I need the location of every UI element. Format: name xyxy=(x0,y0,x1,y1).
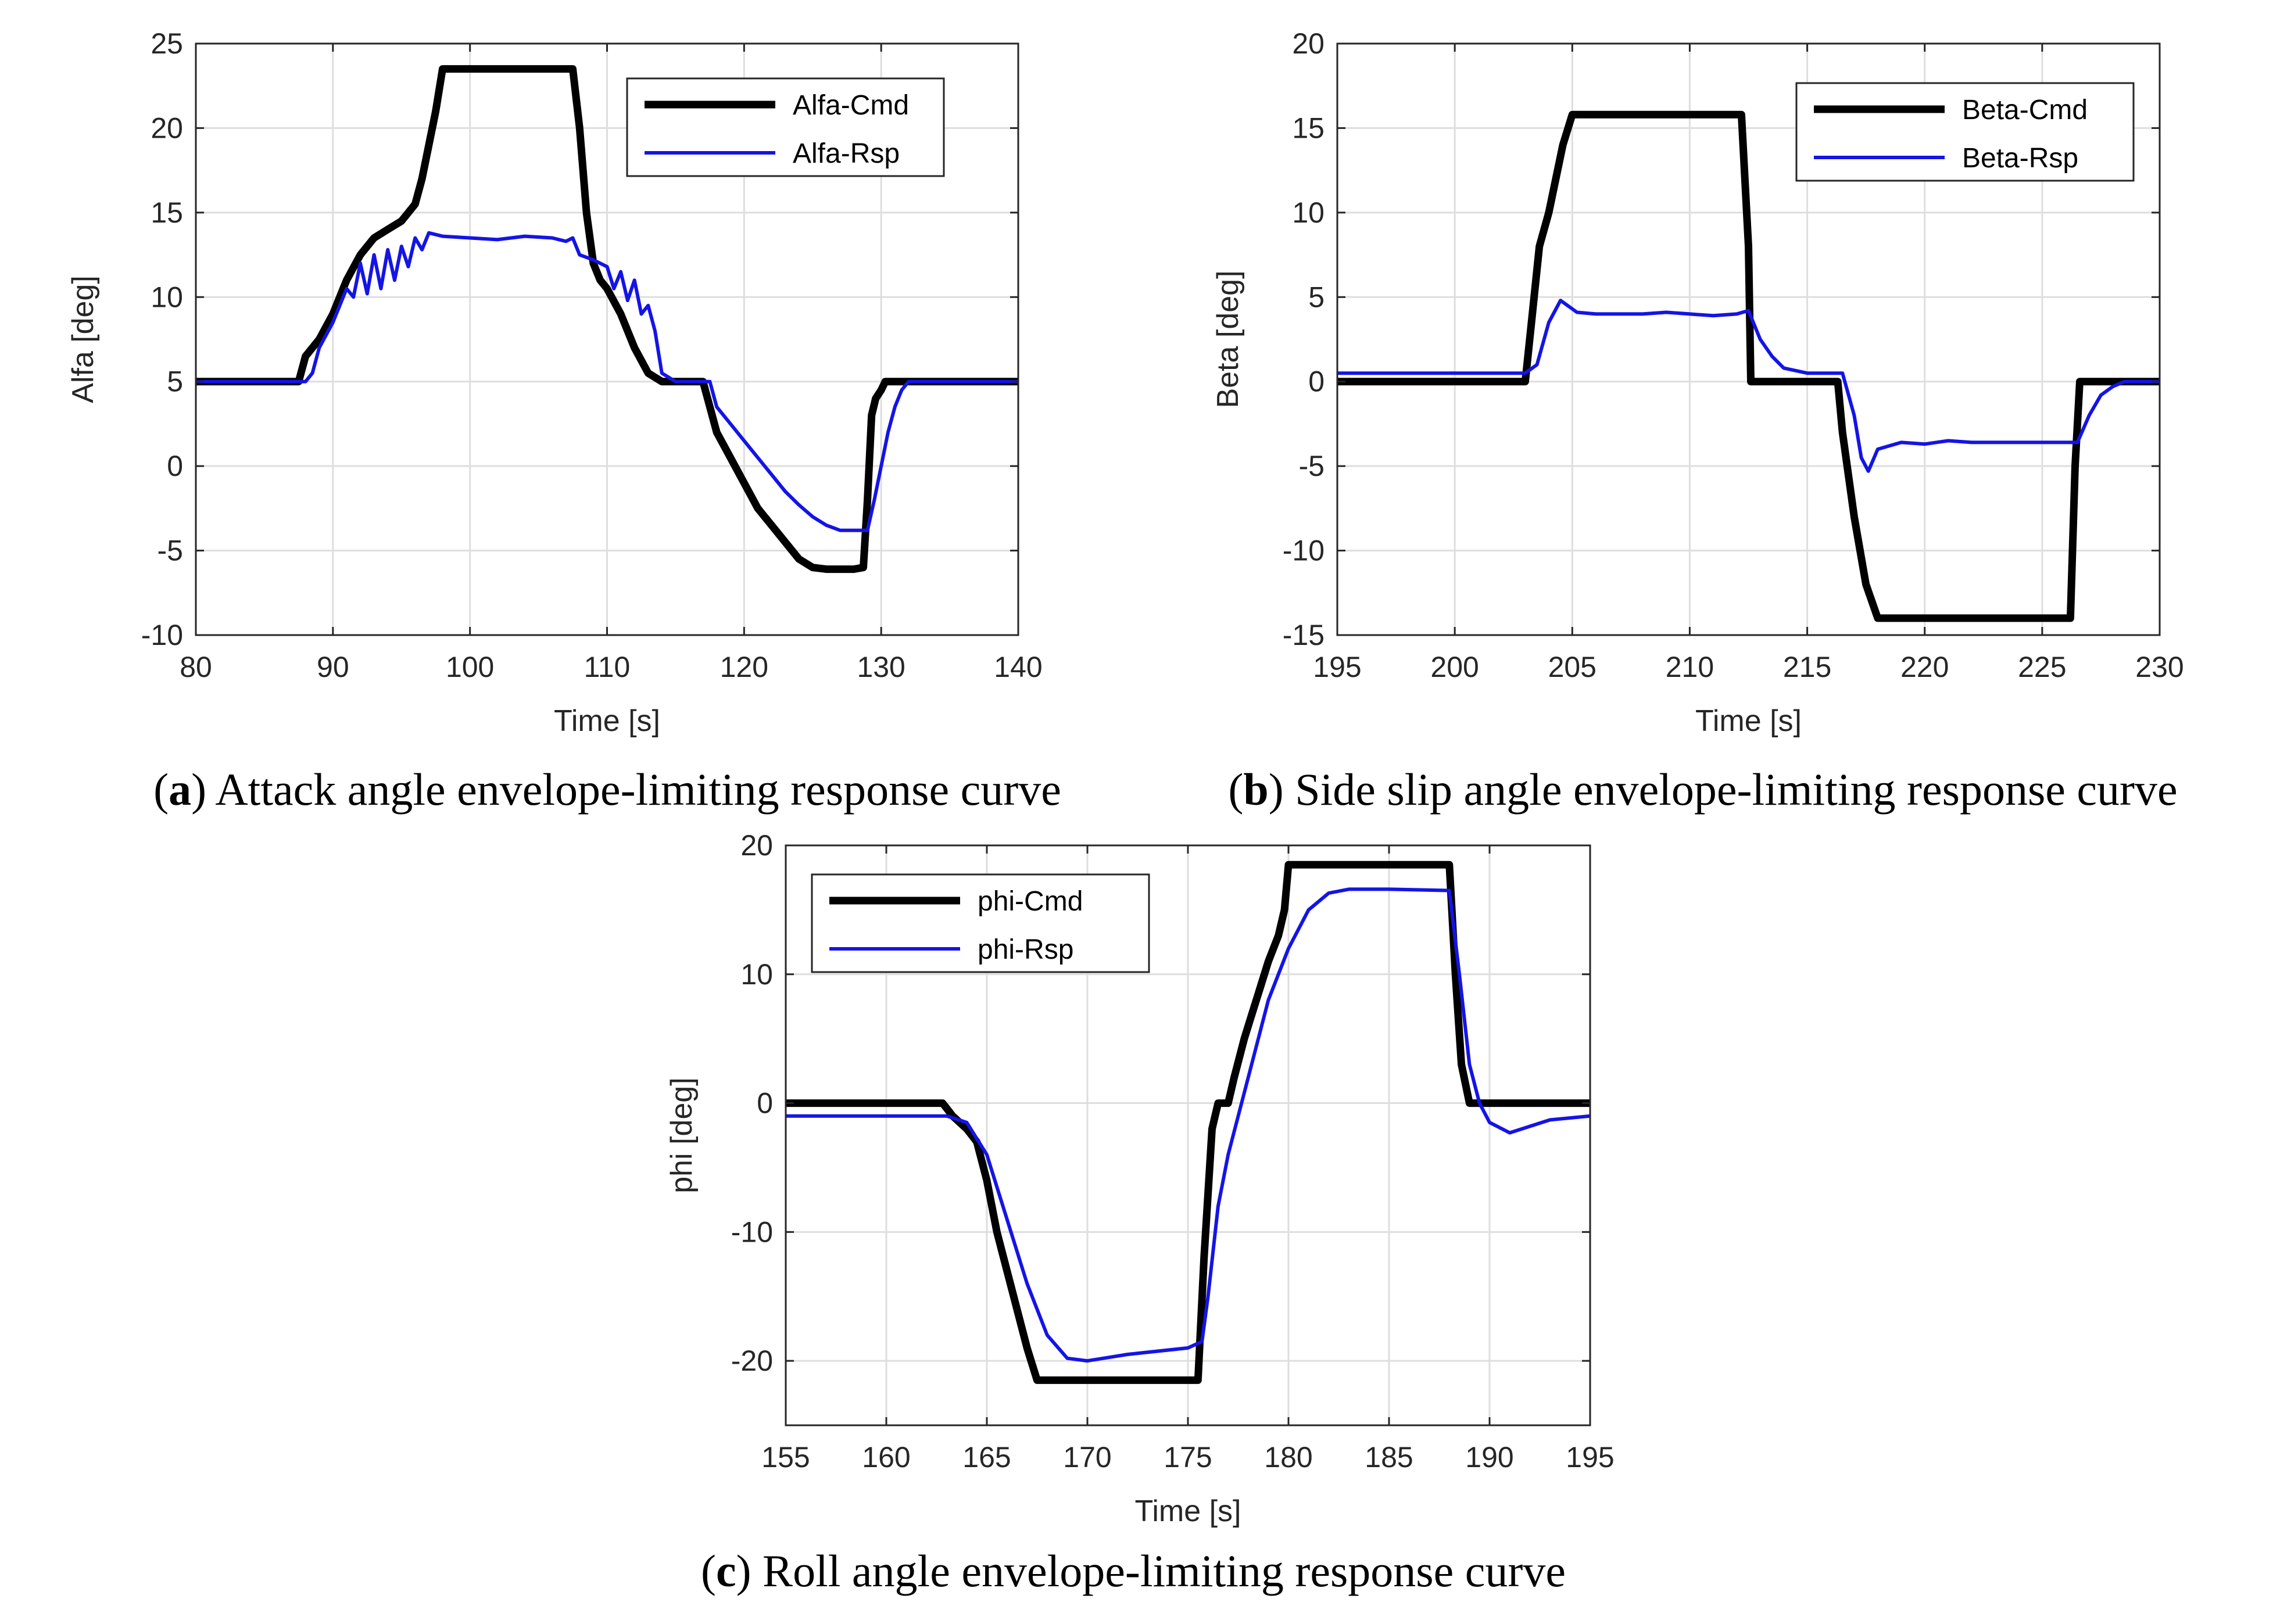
x-tick-label: 80 xyxy=(180,651,212,683)
x-tick-label: 155 xyxy=(761,1441,810,1474)
series-line-alfa-rsp xyxy=(196,231,1018,532)
caption: (b) Side slip angle envelope-limiting re… xyxy=(1228,764,2177,815)
caption-label: c xyxy=(716,1546,736,1596)
y-tick-label: 20 xyxy=(740,829,773,862)
caption: (c) Roll angle envelope-limiting respons… xyxy=(701,1546,1566,1596)
legend-label: Beta-Rsp xyxy=(1962,143,2078,174)
caption-open-paren: ( xyxy=(701,1546,716,1596)
x-tick-label: 205 xyxy=(1548,651,1597,683)
x-tick-label: 190 xyxy=(1465,1441,1513,1474)
chart-b: 195 200 205 210 215 220 225 230 -15 -10 -5 0 5 10 15 20… xyxy=(1211,27,2184,815)
y-tick-label: 15 xyxy=(1292,112,1325,144)
x-tick-label: 230 xyxy=(2135,651,2183,683)
x-tick-label: 200 xyxy=(1430,651,1479,683)
x-tick-label: 185 xyxy=(1365,1441,1413,1474)
caption-open-paren: ( xyxy=(153,764,169,815)
caption: (a) Attack angle envelope-limiting respo… xyxy=(153,764,1061,815)
x-axis-label: Time [s] xyxy=(554,704,660,738)
caption-open-paren: ( xyxy=(1228,764,1243,815)
legend-box xyxy=(626,77,945,177)
y-tick-label: -20 xyxy=(731,1345,773,1377)
y-tick-label: -10 xyxy=(141,619,183,651)
legend-label: phi-Cmd xyxy=(978,886,1083,917)
x-tick-label: 220 xyxy=(1900,651,1949,683)
x-tick-label: 180 xyxy=(1264,1441,1312,1474)
legend-label: Beta-Cmd xyxy=(1962,95,2088,126)
y-axis-label: Beta [deg] xyxy=(1211,270,1245,408)
caption-label: a xyxy=(169,764,191,815)
legend-label: Alfa-Cmd xyxy=(793,90,909,121)
caption-text: ) Attack angle envelope-limiting respons… xyxy=(191,764,1061,815)
x-tick-label: 110 xyxy=(584,651,631,683)
legend-box xyxy=(1795,82,2135,182)
y-tick-label: 5 xyxy=(1308,281,1325,313)
chart-c: 155 160 165 170 175 180 185 190 195 -20 -10 0 10 20 Ti… xyxy=(665,829,1615,1596)
y-tick-label: 5 xyxy=(167,365,183,398)
series-line-phi-rsp xyxy=(786,887,1590,1363)
y-tick-label: 20 xyxy=(151,112,183,144)
x-tick-label: 175 xyxy=(1164,1441,1212,1474)
y-tick-label: 15 xyxy=(151,196,183,229)
chart-a: 80 90 100 110 120 130 140 -10 -5 0 5 10 15 20 25 Time [… xyxy=(66,27,1061,815)
y-tick-label: 10 xyxy=(740,958,773,991)
y-tick-label: 10 xyxy=(1292,196,1325,229)
caption-text: ) Side slip angle envelope-limiting resp… xyxy=(1269,764,2178,815)
y-tick-label: 10 xyxy=(151,281,183,313)
y-tick-label: 0 xyxy=(167,450,183,482)
axes-box xyxy=(1336,42,2161,636)
y-tick-label: 0 xyxy=(757,1087,773,1120)
x-tick-label: 195 xyxy=(1566,1441,1614,1474)
y-tick-label: -10 xyxy=(1283,535,1325,567)
x-tick-label: 100 xyxy=(446,651,494,683)
x-tick-label: 160 xyxy=(862,1441,910,1474)
y-tick-label: 25 xyxy=(151,27,183,60)
y-tick-label: 0 xyxy=(1308,365,1325,398)
y-tick-label: -5 xyxy=(158,535,183,567)
y-axis-label: phi [deg] xyxy=(665,1077,699,1193)
y-tick-label: -5 xyxy=(1299,450,1325,482)
y-tick-label: -10 xyxy=(731,1216,773,1248)
x-tick-label: 210 xyxy=(1666,651,1714,683)
x-axis-label: Time [s] xyxy=(1695,704,1802,738)
legend: Beta-Cmd Beta-Rsp xyxy=(1795,82,2135,182)
x-tick-label: 165 xyxy=(962,1441,1011,1474)
x-tick-label: 215 xyxy=(1783,651,1831,683)
series-line-beta-rsp xyxy=(1337,299,2160,473)
x-tick-label: 130 xyxy=(857,651,905,683)
x-tick-label: 170 xyxy=(1063,1441,1111,1474)
x-axis-label: Time [s] xyxy=(1135,1494,1241,1528)
y-tick-label: 20 xyxy=(1292,27,1325,60)
series-line-phi-cmd xyxy=(786,861,1590,1384)
x-tick-label: 225 xyxy=(2018,651,2066,683)
legend-box xyxy=(811,873,1150,973)
y-axis-label: Alfa [deg] xyxy=(66,275,100,403)
series-line-beta-cmd xyxy=(1337,110,2160,622)
x-tick-label: 120 xyxy=(720,651,768,683)
x-tick-label: 195 xyxy=(1313,651,1361,683)
caption-label: b xyxy=(1243,764,1268,815)
legend-label: phi-Rsp xyxy=(978,934,1073,965)
legend: Alfa-Cmd Alfa-Rsp xyxy=(626,77,945,177)
legend-label: Alfa-Rsp xyxy=(793,138,900,169)
series-line-alfa-cmd xyxy=(196,65,1018,573)
x-tick-label: 90 xyxy=(317,651,349,683)
caption-text: ) Roll angle envelope-limiting response … xyxy=(736,1546,1566,1596)
legend: phi-Cmd phi-Rsp xyxy=(811,873,1150,973)
x-tick-label: 140 xyxy=(994,651,1042,683)
y-tick-label: -15 xyxy=(1283,619,1325,651)
